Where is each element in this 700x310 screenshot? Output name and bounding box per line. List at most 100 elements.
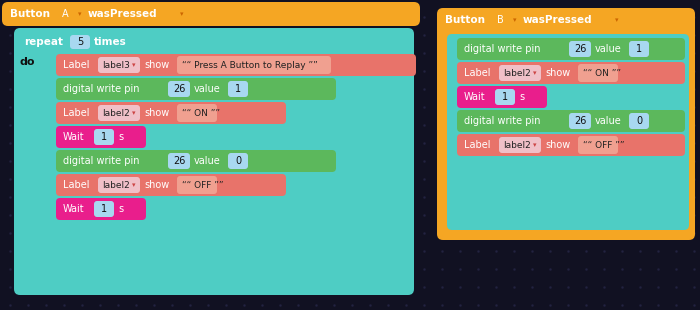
- FancyBboxPatch shape: [457, 62, 685, 84]
- FancyBboxPatch shape: [437, 8, 695, 240]
- Text: value: value: [194, 156, 220, 166]
- Text: 5: 5: [77, 37, 83, 47]
- Text: 1: 1: [101, 132, 107, 142]
- Text: show: show: [144, 108, 169, 118]
- FancyBboxPatch shape: [569, 113, 591, 129]
- FancyBboxPatch shape: [629, 41, 649, 57]
- Text: 0: 0: [636, 116, 642, 126]
- Text: 0: 0: [235, 156, 241, 166]
- Text: value: value: [595, 44, 622, 54]
- Text: label3: label3: [102, 60, 130, 69]
- FancyBboxPatch shape: [56, 174, 286, 196]
- Text: Wait: Wait: [63, 132, 85, 142]
- FancyBboxPatch shape: [2, 2, 420, 26]
- FancyBboxPatch shape: [18, 32, 158, 52]
- FancyBboxPatch shape: [54, 6, 76, 22]
- FancyBboxPatch shape: [228, 81, 248, 97]
- FancyBboxPatch shape: [98, 177, 140, 193]
- Text: A: A: [62, 9, 69, 19]
- Text: ▾: ▾: [132, 182, 136, 188]
- Text: times: times: [94, 37, 127, 47]
- Text: digital write pin: digital write pin: [63, 84, 139, 94]
- Text: label2: label2: [102, 108, 130, 117]
- FancyBboxPatch shape: [56, 54, 416, 76]
- FancyBboxPatch shape: [489, 12, 511, 28]
- Text: ▾: ▾: [132, 62, 136, 68]
- Text: label2: label2: [503, 69, 531, 78]
- Text: 1: 1: [235, 84, 241, 94]
- Text: Button: Button: [10, 9, 50, 19]
- Text: wasPressed: wasPressed: [88, 9, 158, 19]
- FancyBboxPatch shape: [177, 56, 331, 74]
- FancyBboxPatch shape: [578, 136, 618, 154]
- Text: 1: 1: [101, 204, 107, 214]
- Text: show: show: [545, 68, 570, 78]
- FancyBboxPatch shape: [569, 41, 591, 57]
- FancyBboxPatch shape: [56, 198, 146, 220]
- Text: Button: Button: [445, 15, 485, 25]
- Text: digital write pin: digital write pin: [464, 44, 540, 54]
- Text: Label: Label: [464, 140, 491, 150]
- Text: ▾: ▾: [533, 70, 537, 76]
- Text: 26: 26: [173, 84, 186, 94]
- FancyBboxPatch shape: [457, 110, 685, 132]
- FancyBboxPatch shape: [629, 113, 649, 129]
- FancyBboxPatch shape: [499, 137, 541, 153]
- FancyBboxPatch shape: [98, 105, 140, 121]
- Text: label2: label2: [503, 140, 531, 149]
- Text: Label: Label: [63, 180, 90, 190]
- FancyBboxPatch shape: [94, 201, 114, 217]
- FancyBboxPatch shape: [94, 129, 114, 145]
- FancyBboxPatch shape: [98, 57, 140, 73]
- FancyBboxPatch shape: [495, 89, 515, 105]
- FancyBboxPatch shape: [56, 126, 146, 148]
- Text: s: s: [118, 132, 123, 142]
- Text: digital write pin: digital write pin: [464, 116, 540, 126]
- FancyBboxPatch shape: [457, 86, 547, 108]
- Text: show: show: [144, 60, 169, 70]
- Text: ▾: ▾: [180, 11, 183, 17]
- Text: value: value: [194, 84, 220, 94]
- Text: Label: Label: [63, 60, 90, 70]
- Text: s: s: [519, 92, 524, 102]
- Text: ““ OFF ””: ““ OFF ””: [583, 140, 624, 149]
- FancyBboxPatch shape: [578, 64, 618, 82]
- Text: show: show: [545, 140, 570, 150]
- Text: Wait: Wait: [464, 92, 486, 102]
- FancyBboxPatch shape: [14, 28, 414, 295]
- Text: 26: 26: [574, 44, 586, 54]
- FancyBboxPatch shape: [177, 104, 217, 122]
- Text: ““ Press A Button to Replay ””: ““ Press A Button to Replay ””: [182, 60, 318, 69]
- Text: ““ ON ””: ““ ON ””: [583, 69, 621, 78]
- Text: Wait: Wait: [63, 204, 85, 214]
- Text: Label: Label: [464, 68, 491, 78]
- Text: show: show: [144, 180, 169, 190]
- Text: wasPressed: wasPressed: [523, 15, 593, 25]
- FancyBboxPatch shape: [457, 134, 685, 156]
- Text: label2: label2: [102, 180, 130, 189]
- Text: ▾: ▾: [78, 11, 81, 17]
- FancyBboxPatch shape: [168, 81, 190, 97]
- FancyBboxPatch shape: [168, 153, 190, 169]
- FancyBboxPatch shape: [177, 176, 217, 194]
- Text: Label: Label: [63, 108, 90, 118]
- Text: 1: 1: [502, 92, 508, 102]
- Text: ▾: ▾: [513, 17, 517, 23]
- Text: do: do: [19, 57, 34, 67]
- FancyBboxPatch shape: [56, 102, 286, 124]
- FancyBboxPatch shape: [447, 34, 689, 230]
- FancyBboxPatch shape: [499, 65, 541, 81]
- FancyBboxPatch shape: [228, 153, 248, 169]
- Text: 26: 26: [173, 156, 186, 166]
- Text: ▾: ▾: [533, 142, 537, 148]
- FancyBboxPatch shape: [70, 35, 90, 49]
- Text: 26: 26: [574, 116, 586, 126]
- FancyBboxPatch shape: [56, 150, 336, 172]
- Text: ▾: ▾: [132, 110, 136, 116]
- Text: digital write pin: digital write pin: [63, 156, 139, 166]
- Text: ““ OFF ””: ““ OFF ””: [182, 180, 223, 189]
- Text: B: B: [496, 15, 503, 25]
- FancyBboxPatch shape: [56, 78, 336, 100]
- Text: s: s: [118, 204, 123, 214]
- Text: ““ ON ””: ““ ON ””: [182, 108, 220, 117]
